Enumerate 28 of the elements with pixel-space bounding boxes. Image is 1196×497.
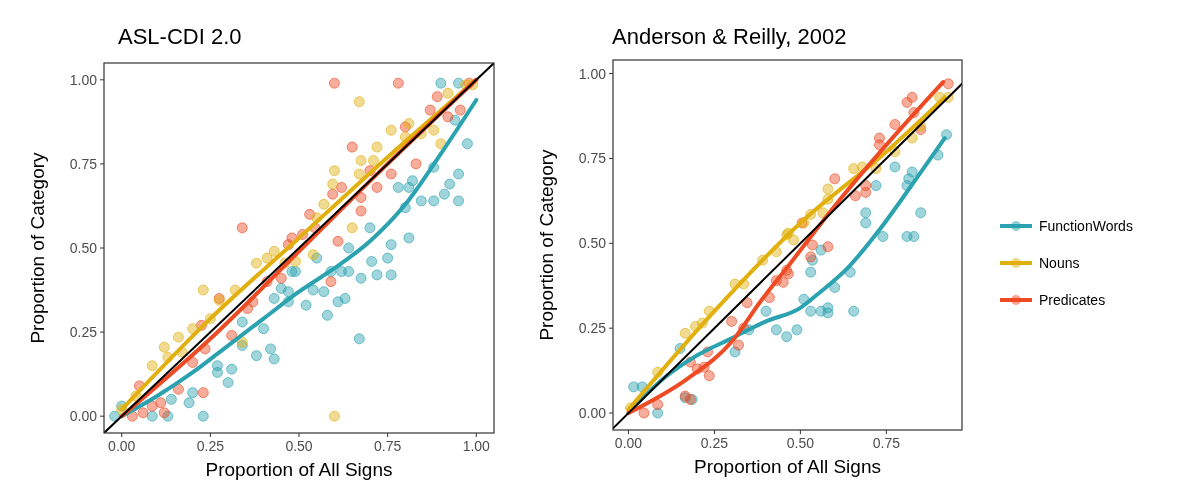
y-tick-label: 1.00 <box>578 65 607 82</box>
y-tick-label: 0.75 <box>578 150 607 167</box>
y-tick-label: 0.25 <box>578 320 607 337</box>
x-tick-label: 0.25 <box>700 435 729 451</box>
y-tick-label: 0.25 <box>69 324 98 341</box>
legend-label: FunctionWords <box>1039 218 1133 234</box>
x-tick-label: 0.00 <box>614 435 643 451</box>
y-tick-label: 0.50 <box>69 240 98 256</box>
chart-title: ASL-CDI 2.0 <box>118 24 242 49</box>
x-tick-label: 0.00 <box>108 438 136 454</box>
y-tick-label: 0.50 <box>578 235 607 252</box>
x-tick-label: 0.50 <box>285 438 313 454</box>
y-axis-title: Proportion of Category <box>27 151 48 344</box>
y-axis-title: Proportion of Category <box>536 148 557 341</box>
x-tick-label: 0.50 <box>786 435 815 451</box>
x-tick-label: 0.75 <box>374 438 402 454</box>
x-tick-label: 1.00 <box>462 438 491 454</box>
y-tick-label: 1.00 <box>69 71 98 88</box>
y-tick-label: 0.75 <box>69 155 98 172</box>
legend-label: Nouns <box>1039 255 1080 271</box>
y-tick-label: 0.00 <box>69 408 98 425</box>
legend-label: Predicates <box>1039 292 1106 308</box>
x-axis-title: Proportion of All Signs <box>205 459 393 480</box>
x-tick-label: 0.75 <box>872 435 901 451</box>
y-tick-label: 0.00 <box>578 405 607 422</box>
chart-title: Anderson & Reilly, 2002 <box>612 24 847 49</box>
x-axis-title: Proportion of All Signs <box>694 456 881 477</box>
x-tick-label: 0.25 <box>196 438 225 454</box>
